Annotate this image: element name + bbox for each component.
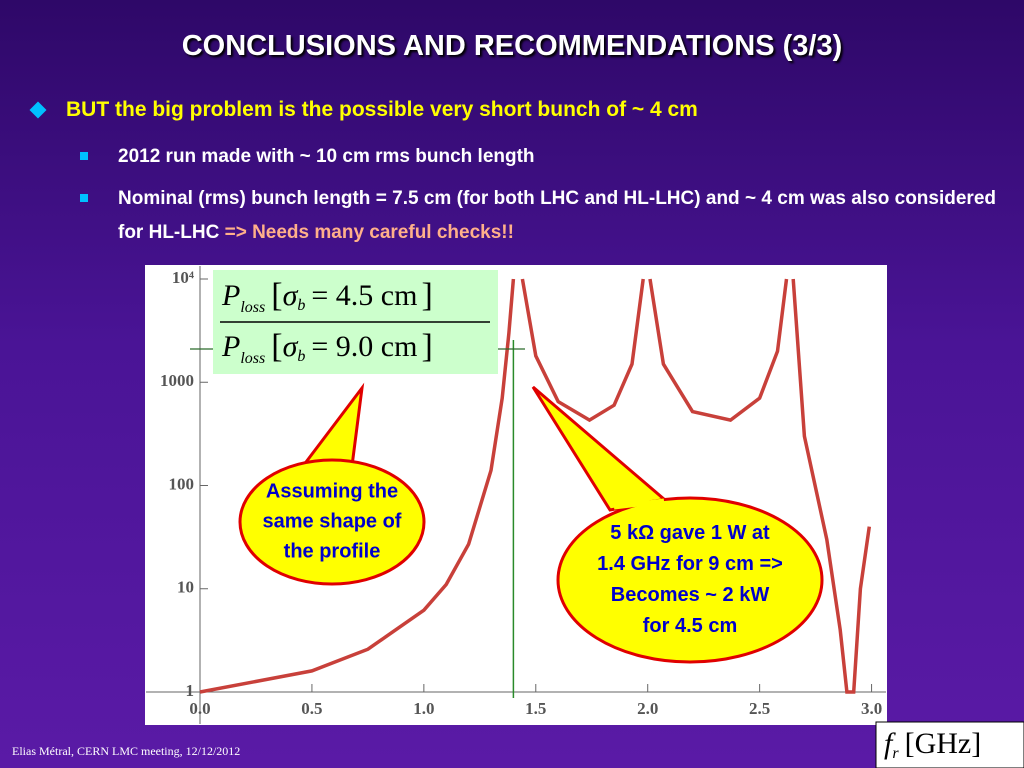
callout-text: Assuming the [266, 480, 398, 502]
var-sub: b [297, 348, 305, 365]
bracket: [ [271, 277, 282, 314]
x-axis-label: fr [GHz] [884, 727, 981, 762]
callout-text: Becomes ~ 2 kW [611, 584, 770, 606]
curve [199, 278, 872, 694]
var: σ [283, 330, 299, 363]
value: = 9.0 cm [311, 330, 417, 363]
var-sub: b [297, 297, 305, 314]
symbol-sub: loss [240, 350, 265, 367]
formula-denominator: Ploss [σb = 9.0 cm] [221, 328, 433, 367]
bullet: BUT the big problem is the possible very… [66, 98, 698, 121]
pointer-join [613, 498, 665, 510]
sub-bullet-icon [80, 194, 88, 202]
x-tick-label: 2.0 [637, 699, 658, 718]
value: = 4.5 cm [311, 279, 417, 312]
footer: Elias Métral, CERN LMC meeting, 12/12/20… [12, 744, 241, 758]
y-tick-label: 100 [169, 474, 195, 493]
bracket: ] [421, 277, 432, 314]
x-tick-label: 1.5 [525, 699, 546, 718]
symbol-sub: loss [240, 299, 265, 316]
sub-bullet-text: Nominal (rms) bunch length = 7.5 cm (for… [118, 188, 996, 243]
unit: [GHz] [905, 727, 982, 760]
sub-bullet: Nominal (rms) bunch length = 7.5 cm (for… [118, 182, 996, 250]
sub-bullet-icon [80, 152, 88, 160]
y-tick-label: 10⁴ [172, 268, 194, 287]
y-tick-label: 1000 [160, 371, 194, 390]
callout-text: for 4.5 cm [643, 615, 737, 637]
slide-title: CONCLUSIONS AND RECOMMENDATIONS (3/3) [181, 30, 843, 62]
highlight: => Needs many careful checks!! [224, 222, 514, 243]
x-tick-label: 3.0 [861, 699, 882, 718]
symbol: P [221, 279, 240, 312]
axis-label-box [875, 721, 1024, 768]
x-tick-label: 0.5 [301, 699, 322, 718]
callout [238, 458, 426, 586]
pointer-join [301, 463, 351, 473]
callout-text: 1.4 GHz for 9 cm => [597, 553, 783, 575]
callout-text: same shape of [263, 510, 402, 532]
y-tick-label: 1 [186, 681, 195, 700]
x-tick-label: 0.0 [189, 699, 210, 718]
callout-text: 5 kΩ gave 1 W at [610, 522, 770, 544]
bracket: [ [271, 328, 282, 365]
var: σ [283, 279, 299, 312]
x-tick-label: 1.0 [413, 699, 434, 718]
callout [556, 496, 824, 664]
x-tick-label: 2.5 [749, 699, 770, 718]
formula-numerator: Ploss [σb = 4.5 cm] [221, 277, 433, 316]
sub-bullet: 2012 run made with ~ 10 cm rms bunch len… [118, 146, 535, 167]
symbol: P [221, 330, 240, 363]
bracket: ] [421, 328, 432, 365]
callout-text: the profile [284, 540, 381, 562]
y-tick-label: 10 [177, 578, 194, 597]
symbol-sub: r [892, 745, 899, 762]
